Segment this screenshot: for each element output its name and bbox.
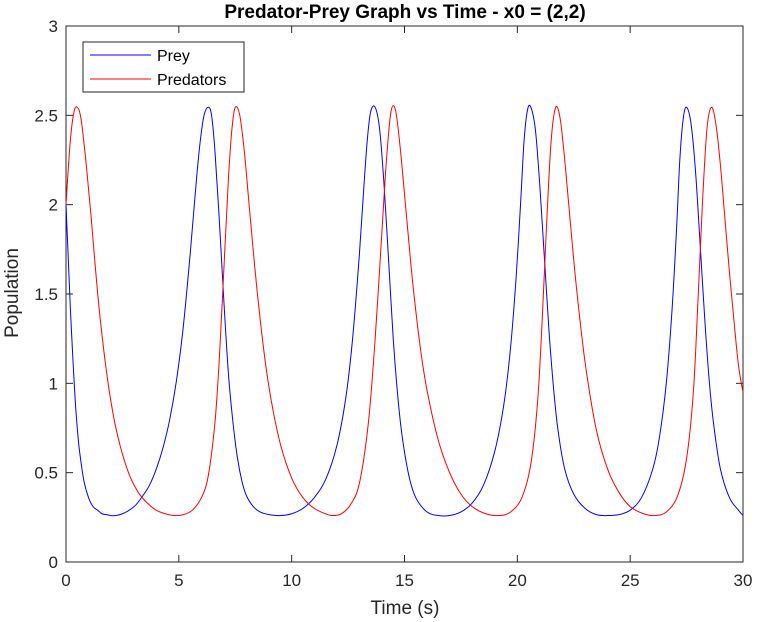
x-tick-label: 30 — [734, 571, 753, 590]
series-line-predators — [65, 105, 744, 517]
x-axis-label: Time (s) — [371, 598, 440, 619]
axes-box — [65, 25, 744, 563]
plot-area — [65, 25, 744, 563]
y-tick-label: 0.5 — [34, 464, 58, 483]
y-axis: 0 0.5 1 1.5 2 2.5 3 — [34, 17, 743, 572]
x-tick-label: 25 — [621, 571, 640, 590]
legend-label-prey: Prey — [157, 48, 190, 65]
y-tick-label: 1 — [49, 374, 58, 393]
y-tick-label: 2 — [49, 196, 58, 215]
x-tick-label: 20 — [508, 571, 527, 590]
x-tick-label: 0 — [61, 571, 70, 590]
x-tick-label: 10 — [282, 571, 301, 590]
legend-label-predators: Predators — [157, 72, 226, 89]
series-line-prey — [65, 104, 744, 517]
x-axis: 0 5 10 15 20 25 30 — [61, 26, 752, 590]
y-tick-label: 2.5 — [34, 106, 58, 125]
x-tick-label: 5 — [174, 571, 183, 590]
y-tick-label: 1.5 — [34, 285, 58, 304]
y-axis-label: Population — [2, 248, 23, 338]
y-tick-label: 3 — [49, 17, 58, 36]
x-tick-label: 15 — [395, 571, 414, 590]
chart-title: Predator-Prey Graph vs Time - x0 = (2,2) — [224, 2, 585, 23]
legend: Prey Predators — [82, 41, 245, 93]
y-tick-label: 0 — [49, 553, 58, 572]
series-layer — [65, 104, 744, 517]
legend-box — [82, 41, 245, 93]
